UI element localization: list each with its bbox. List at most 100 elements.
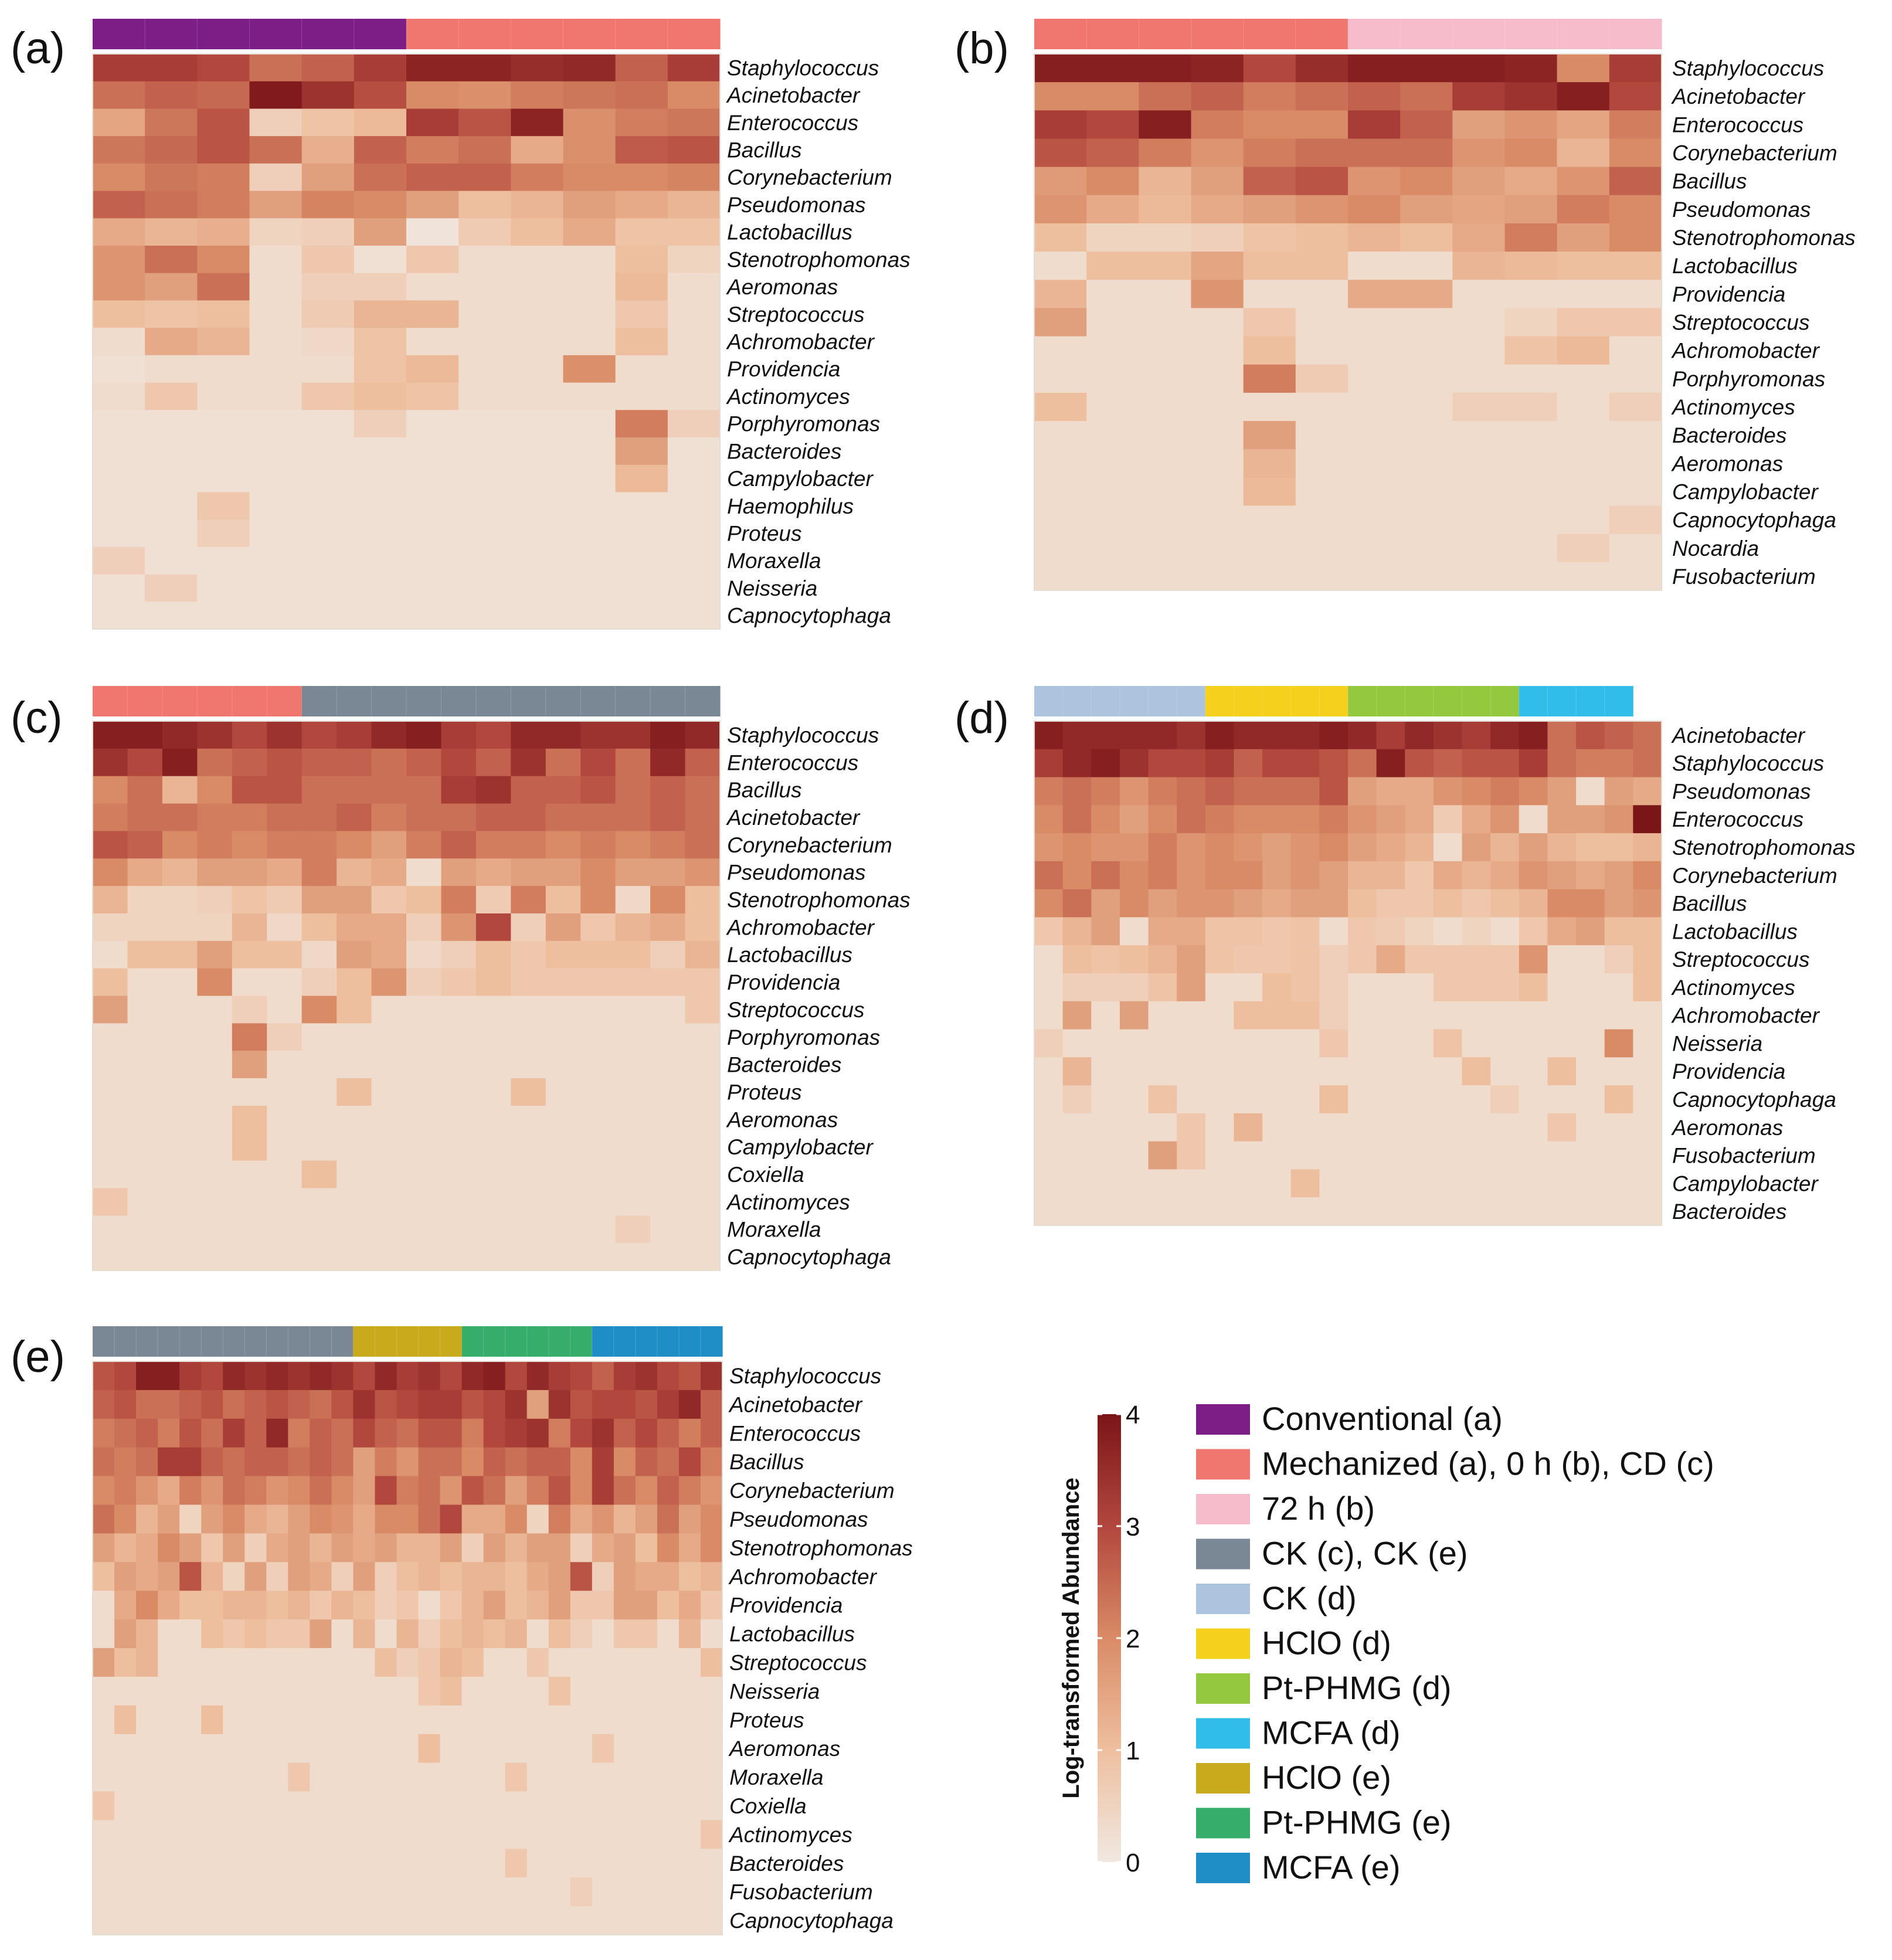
heatmap-cell [635,1734,658,1764]
heatmap-cell [1290,1141,1320,1170]
heatmap-cell [93,1591,115,1620]
heatmap-cell [1234,1001,1263,1030]
heatmap-cell [580,1188,616,1216]
heatmap-cell [145,191,198,219]
row-label: Bacteroides [727,1053,841,1077]
heatmap-cell [93,218,145,246]
heatmap-cell [337,1105,372,1134]
heatmap-cell [331,1791,354,1820]
heatmap-cell [483,1877,506,1907]
heatmap-cell [136,1791,158,1820]
heatmap-cell [197,136,250,164]
heatmap-cell [1348,562,1401,591]
row-label: Lactobacillus [727,943,852,967]
heatmap-cell [114,1562,137,1591]
heatmap-cell [353,1619,376,1649]
heatmap-cell [570,1591,593,1620]
heatmap-cell [511,776,546,804]
heatmap-cell [301,218,355,246]
heatmap-cell [1234,1141,1263,1170]
heatmap-cell [678,1476,701,1506]
heatmap-cell [1452,392,1506,422]
heatmap-cell [288,1533,310,1562]
heatmap-cell [1295,477,1348,507]
heatmap-cell [545,1051,581,1079]
heatmap-cell [223,1762,245,1792]
heatmap-cell [592,1418,614,1448]
heatmap-cell [249,328,303,356]
heatmap-cell [1243,167,1296,196]
heatmap-cell [615,54,668,82]
row-label: Coxiella [727,1163,804,1187]
heatmap-cell [685,913,721,942]
heatmap-cell [249,300,303,328]
heatmap-cell [1348,364,1401,393]
heatmap-cell [136,1734,158,1764]
heatmap-cell [406,191,459,219]
heatmap-cell [406,136,459,164]
heatmap-cell [337,858,372,886]
heatmap-cell [1504,336,1558,365]
heatmap-cell [1177,1169,1206,1198]
heatmap-cell [267,1105,303,1134]
heatmap-cell [179,1820,202,1849]
heatmap-cell [1462,777,1491,806]
heatmap-cell [1348,1113,1377,1142]
heatmap-cell [244,1820,267,1849]
heatmap-cell [396,1504,419,1534]
heatmap-cell [545,803,581,831]
heatmap-cell [406,776,442,804]
heatmap-cell [1205,1001,1235,1030]
heatmap-cell [1262,721,1292,750]
heatmap-cell [1148,973,1177,1002]
heatmap-cell [331,1619,354,1649]
heatmap-cell [527,1418,549,1448]
heatmap-cell [1295,364,1348,393]
heatmap-cell [396,1877,419,1907]
heatmap-cell [1205,1113,1235,1142]
heatmap-cell [592,1877,614,1907]
heatmap-cell [1295,421,1348,450]
heatmap-cell [353,1390,376,1419]
heatmap-cell [301,748,337,777]
heatmap-cell [162,1023,198,1051]
heatmap-cell [650,1023,686,1051]
heatmap-cell [162,1078,198,1106]
heatmap-cell [1400,252,1453,280]
heatmap-cell [592,1447,614,1477]
heatmap-cell [266,1820,288,1849]
heatmap-cell [354,273,407,301]
heatmap-cell [548,1877,571,1907]
row-label: Porphyromonas [1672,367,1825,391]
heatmap-cell [375,1820,398,1849]
heatmap-cell [657,1734,680,1764]
heatmap-cell [1091,861,1120,890]
heatmap-cell [1547,749,1577,778]
heatmap-cell [441,1105,477,1134]
heatmap-cell [267,1078,303,1106]
heatmap-cell [331,1418,354,1448]
heatmap-cell [527,1619,549,1649]
heatmap-cell [197,273,250,301]
heatmap-cell [505,1849,528,1878]
heatmap-cell [266,1619,288,1649]
heatmap-cell [441,1023,477,1051]
heatmap-cell [505,1562,528,1591]
heatmap-cell [1452,562,1506,591]
heatmap-cell [1576,1057,1605,1086]
heatmap-cell [1148,1085,1177,1114]
heatmap-cell [1091,1169,1120,1198]
heatmap-cell [223,1591,245,1620]
heatmap-cell [615,1133,651,1161]
heatmap-cell [580,996,616,1024]
heatmap-cell [483,1476,506,1506]
heatmap-cell [1034,138,1087,168]
heatmap-cell [1633,1085,1662,1114]
heatmap-cell [458,163,511,192]
heatmap-cell [1091,1113,1120,1142]
heatmap-cell [1348,308,1401,337]
heatmap-cell [1243,138,1296,168]
heatmap-cell [1462,861,1491,890]
heatmap-cell [1191,252,1244,280]
